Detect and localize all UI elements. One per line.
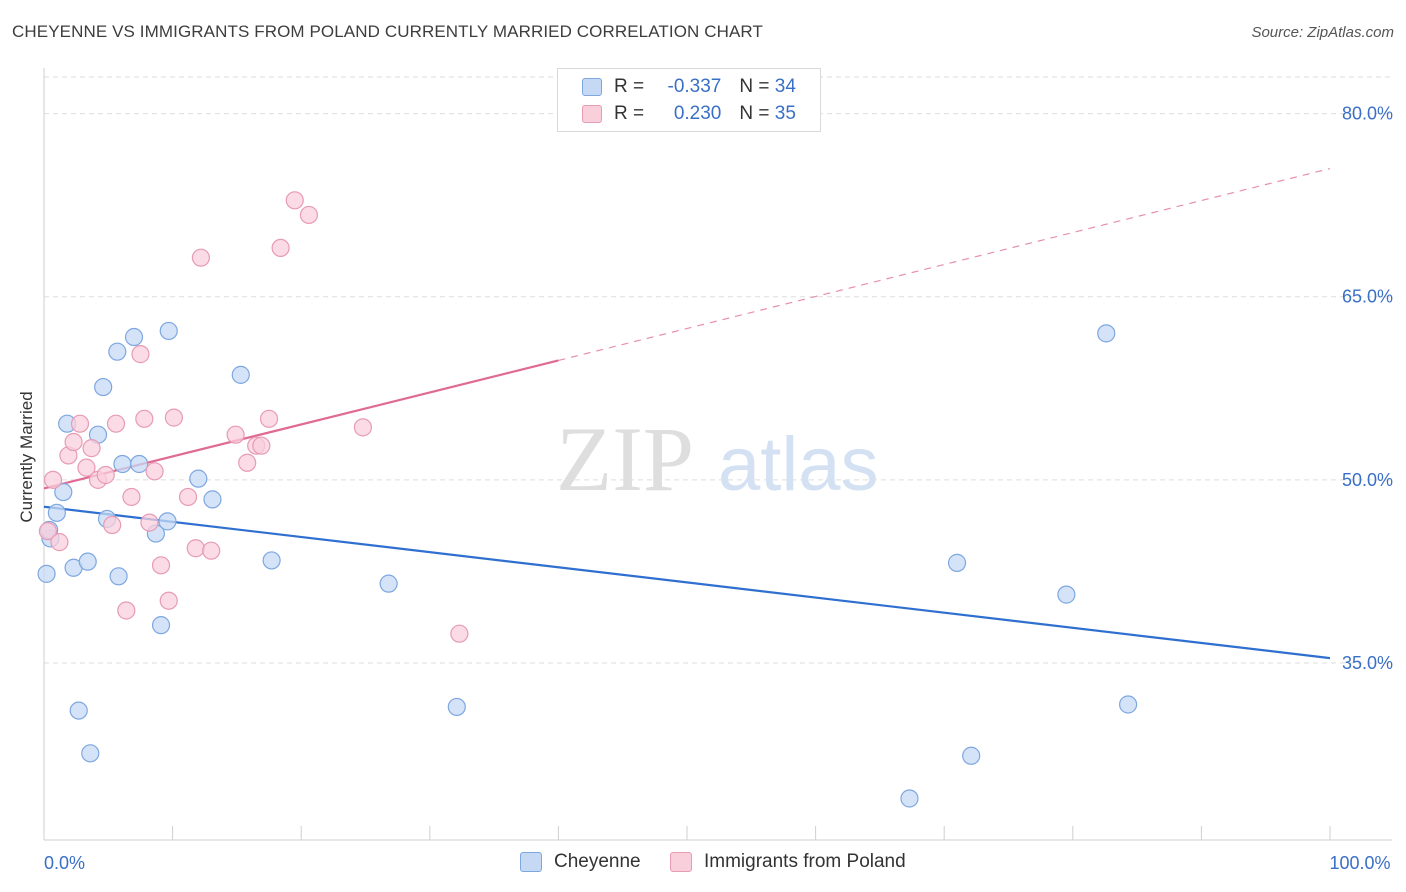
- point-poland: [135, 409, 154, 428]
- trend-line-dashed-1: [558, 167, 1331, 362]
- legend-swatch-blue: [582, 78, 602, 96]
- y-tick-label: 80.0%: [1342, 104, 1393, 124]
- watermark-atlas: atlas: [718, 422, 879, 507]
- point-cheyenne: [447, 697, 466, 717]
- point-cheyenne: [94, 377, 113, 397]
- point-cheyenne: [962, 746, 981, 765]
- legend-n-label: N =: [739, 76, 775, 97]
- point-poland: [186, 539, 205, 558]
- point-cheyenne: [1097, 324, 1116, 343]
- point-cheyenne: [113, 454, 132, 474]
- point-poland: [226, 425, 245, 444]
- point-poland: [353, 418, 373, 437]
- legend-label-poland: Immigrants from Poland: [704, 851, 906, 872]
- point-cheyenne: [189, 469, 208, 488]
- correlation-legend: R = -0.337 N = 34 R = 0.230 N = 35: [557, 68, 821, 132]
- point-cheyenne: [69, 701, 88, 720]
- point-poland: [259, 409, 279, 428]
- point-cheyenne: [108, 342, 127, 361]
- point-poland: [164, 408, 183, 427]
- legend-item-cheyenne[interactable]: Cheyenne: [520, 851, 641, 873]
- y-tick-label: 50.0%: [1342, 470, 1393, 490]
- point-poland: [50, 533, 69, 552]
- point-cheyenne: [947, 553, 967, 572]
- x-tick-label: 0.0%: [44, 853, 85, 873]
- trend-line-0: [43, 505, 1331, 660]
- point-poland: [151, 556, 171, 575]
- data-points: [37, 191, 1138, 808]
- series-legend: Cheyenne Immigrants from Poland: [0, 851, 1406, 877]
- tick-labels: 80.0% 65.0% 50.0% 35.0% 0.0% 100.0%: [44, 104, 1393, 873]
- point-cheyenne: [900, 789, 919, 808]
- legend-swatch-blue: [520, 852, 542, 872]
- legend-row-poland: R = 0.230 N = 35: [582, 101, 796, 127]
- point-poland: [96, 465, 115, 485]
- point-poland: [238, 453, 257, 472]
- point-cheyenne: [124, 327, 144, 347]
- watermark: ZIP atlas: [556, 408, 879, 510]
- point-cheyenne: [78, 552, 97, 571]
- point-poland: [38, 522, 57, 541]
- point-poland: [43, 470, 63, 489]
- chart-title: CHEYENNE VS IMMIGRANTS FROM POLAND CURRE…: [12, 22, 763, 41]
- point-poland: [285, 191, 304, 210]
- point-poland: [450, 624, 469, 643]
- point-poland: [299, 205, 319, 225]
- point-cheyenne: [37, 564, 56, 583]
- point-poland: [140, 513, 159, 532]
- point-cheyenne: [158, 512, 177, 531]
- point-poland: [145, 462, 164, 481]
- source-label: Source: ZipAtlas.com: [1251, 24, 1394, 41]
- point-cheyenne: [231, 365, 250, 384]
- point-poland: [271, 238, 290, 258]
- legend-r-label: R =: [614, 76, 650, 97]
- point-poland: [103, 515, 122, 535]
- point-poland: [159, 591, 178, 610]
- point-cheyenne: [130, 454, 149, 474]
- point-cheyenne: [159, 321, 178, 341]
- legend-item-poland[interactable]: Immigrants from Poland: [670, 851, 906, 873]
- legend-swatch-pink: [670, 852, 692, 872]
- point-poland: [178, 487, 198, 507]
- point-poland: [117, 601, 136, 620]
- legend-r-value: 0.230: [673, 103, 722, 124]
- point-cheyenne: [54, 482, 73, 502]
- legend-r-value: -0.337: [667, 76, 722, 97]
- point-poland: [122, 487, 141, 507]
- point-poland: [252, 436, 271, 455]
- legend-row-cheyenne: R = -0.337 N = 34: [582, 74, 796, 100]
- legend-r-label: R =: [614, 103, 650, 124]
- point-poland: [77, 458, 96, 477]
- point-cheyenne: [1057, 585, 1076, 604]
- point-cheyenne: [262, 551, 281, 570]
- point-cheyenne: [151, 616, 171, 635]
- point-cheyenne: [1118, 695, 1138, 714]
- legend-n-label: N =: [739, 103, 775, 124]
- point-cheyenne: [109, 567, 128, 586]
- point-poland: [191, 248, 210, 267]
- point-poland: [202, 541, 221, 560]
- point-cheyenne: [203, 490, 222, 509]
- x-tick-label: 100.0%: [1329, 853, 1390, 873]
- legend-label-cheyenne: Cheyenne: [554, 851, 641, 872]
- y-tick-label: 35.0%: [1342, 653, 1393, 673]
- point-poland: [106, 414, 126, 433]
- point-poland: [82, 439, 101, 458]
- y-tick-label: 65.0%: [1342, 287, 1393, 307]
- legend-n-value: 34: [774, 76, 796, 97]
- point-cheyenne: [47, 503, 66, 522]
- legend-n-value: 35: [774, 103, 796, 124]
- point-cheyenne: [379, 574, 398, 593]
- watermark-zip: ZIP: [556, 408, 694, 510]
- point-cheyenne: [81, 744, 100, 763]
- axes: [43, 68, 1392, 841]
- point-poland: [64, 432, 83, 452]
- point-poland: [131, 345, 150, 364]
- point-poland: [70, 414, 90, 433]
- legend-swatch-pink: [582, 105, 602, 123]
